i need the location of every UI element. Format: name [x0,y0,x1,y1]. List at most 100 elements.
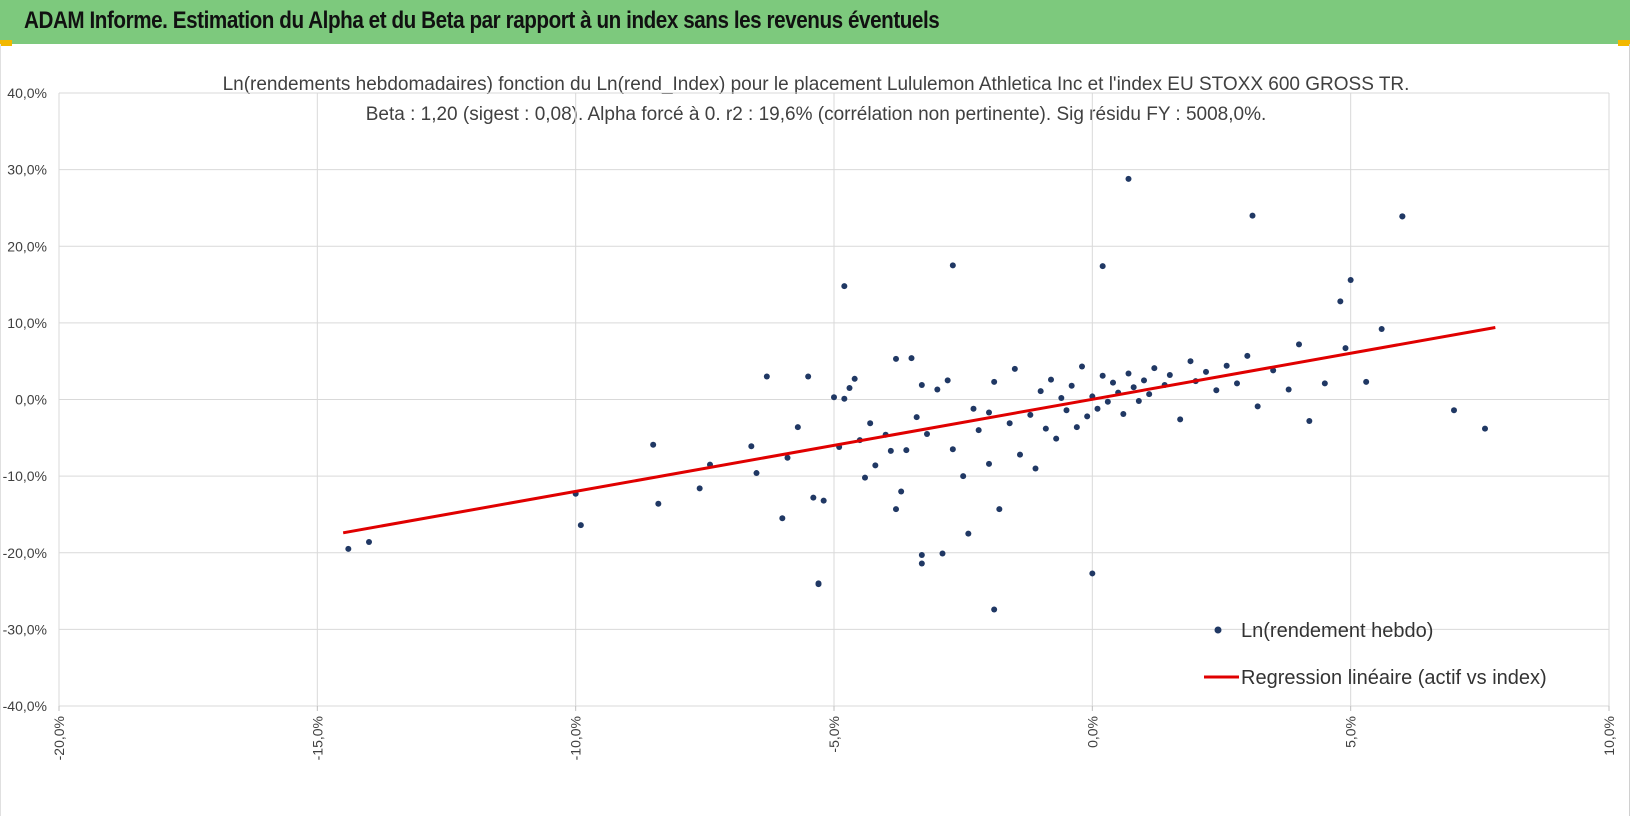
data-point [577,522,584,529]
data-point [934,386,941,393]
data-point [918,552,925,559]
data-point [970,405,977,412]
data-point [1213,387,1220,394]
data-point [1296,341,1302,348]
data-point [1135,398,1142,405]
data-point [996,506,1003,513]
regression-line [342,325,1496,535]
data-point [1234,380,1240,387]
data-point [851,375,858,382]
data-point [1089,570,1096,577]
data-point [893,506,899,513]
data-point [1146,391,1153,398]
data-point [1244,352,1251,359]
data-point [1347,276,1354,283]
data-point [918,560,925,567]
data-point [1032,465,1039,472]
y-tick-label: 10,0% [7,315,47,331]
y-tick-label: 40,0% [7,85,47,101]
data-point [1141,377,1147,384]
y-tick-label: 30,0% [7,162,47,178]
data-point [1337,298,1344,305]
data-point [1187,358,1194,365]
x-tick-label: -20,0% [51,716,67,760]
data-point [1166,371,1173,378]
data-point [1084,413,1091,420]
chart-area: Ln(rendements hebdomadaires) fonction du… [0,44,1630,816]
data-point [1285,386,1292,393]
x-tick-label: 0,0% [1084,716,1100,748]
x-tick-label: -5,0% [826,716,842,753]
data-point [1042,425,1049,432]
data-point [1321,380,1328,387]
data-point [1006,420,1013,427]
data-point [784,454,791,461]
data-point [366,539,372,546]
data-point [815,581,822,588]
data-point [1125,370,1132,377]
data-point [1451,407,1457,414]
chart-title-line2: Beta : 1,20 (sigest : 0,08). Alpha forcé… [366,104,1267,125]
data-point [1011,365,1018,372]
data-point [1249,212,1256,219]
y-tick-label: 20,0% [7,238,47,254]
data-point [1130,384,1137,391]
data-point [1342,345,1349,352]
data-point [1378,326,1385,333]
data-point [794,424,801,431]
report-header: ADAM Informe. Estimation du Alpha et du … [0,0,1630,44]
data-point [1063,407,1070,414]
data-point [1223,362,1230,369]
data-point [1099,263,1106,270]
data-point [867,420,874,427]
data-point [949,446,956,453]
data-point [862,474,868,481]
x-tick-label: -10,0% [568,716,584,760]
y-tick-label: -10,0% [3,468,47,484]
corner-marker-right [1618,40,1630,46]
data-point [944,377,951,384]
data-point [831,394,837,401]
data-point [1027,411,1034,418]
chart-title-line1: Ln(rendements hebdomadaires) fonction du… [223,74,1410,95]
x-tick-label: 10,0% [1601,716,1617,756]
data-point [1110,379,1116,386]
corner-marker-left [0,40,12,46]
data-point [779,515,786,522]
data-point [991,606,998,613]
data-point [1068,382,1075,389]
data-point [1151,365,1158,372]
data-point [1177,416,1184,423]
data-point [1073,424,1080,431]
x-tick-label: 5,0% [1343,716,1359,748]
y-tick-label: -30,0% [3,621,47,637]
data-point [1120,411,1127,418]
legend: Ln(rendement hebdo) Regression linéaire … [1204,620,1547,689]
data-point [655,500,662,507]
scatter-chart: Ln(rendements hebdomadaires) fonction du… [3,74,1617,760]
data-point [991,378,998,385]
data-point [918,381,925,388]
y-axis: 40,0% 30,0% 20,0% 10,0% 0,0% -10,0% -20,0% -30,… [3,85,47,714]
data-point [887,447,894,454]
scatter-series [345,175,1488,613]
data-point [1125,175,1132,182]
data-point [986,409,992,416]
data-point [810,494,817,501]
data-point [1048,376,1054,383]
data-point [903,447,910,454]
legend-marker-scatter [1214,626,1222,634]
data-point [763,373,770,380]
y-tick-label: -40,0% [3,698,47,714]
data-point [820,497,827,504]
data-point [805,373,812,380]
data-point [1053,435,1060,442]
x-tick-label: -15,0% [309,716,325,760]
data-point [1254,403,1261,410]
data-point [841,283,848,290]
data-point [1017,451,1023,458]
data-point [1363,378,1370,385]
y-tick-label: -20,0% [3,545,47,561]
data-point [650,441,657,448]
data-point [965,530,972,537]
